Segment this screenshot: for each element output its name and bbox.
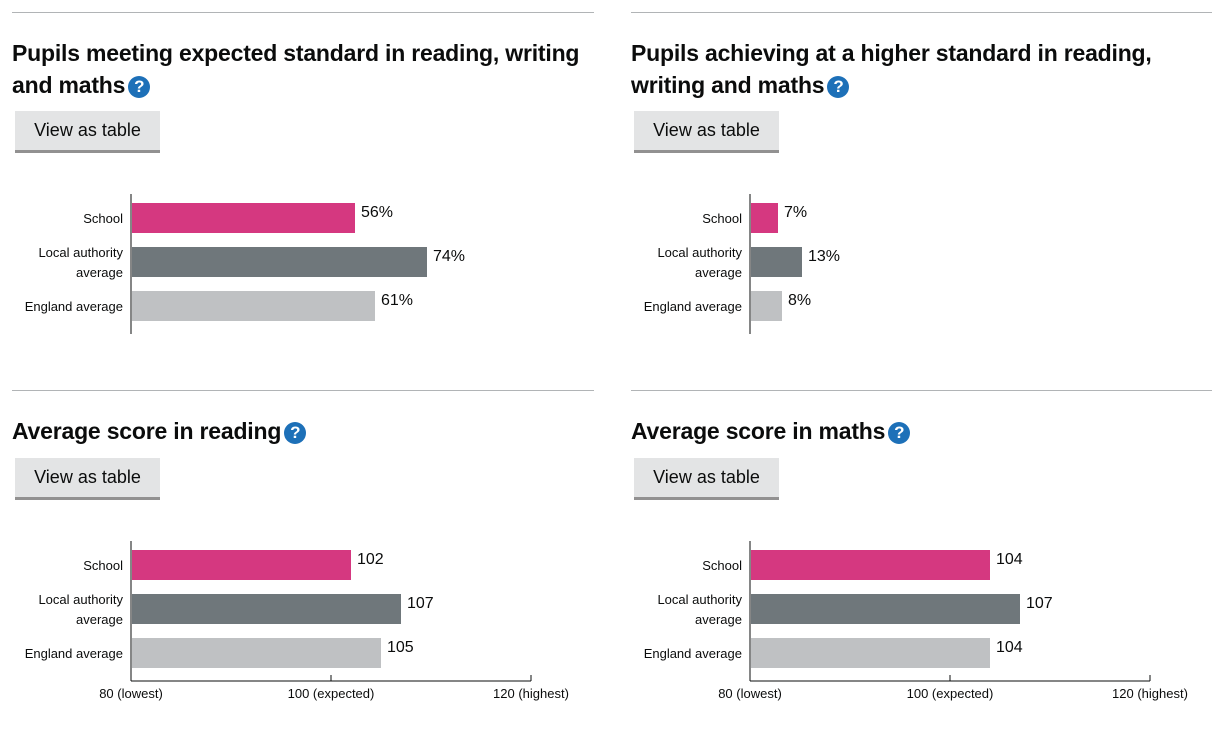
bar-chart: 56% School 74% Local authority average 61% Eng… bbox=[25, 194, 465, 334]
category-label-school: School bbox=[83, 558, 123, 573]
category-label-school: School bbox=[702, 211, 742, 226]
x-tick-label: 100 (expected) bbox=[907, 686, 994, 701]
value-label-england: 104 bbox=[996, 639, 1023, 656]
category-label-local-authority: average bbox=[76, 612, 123, 627]
category-label-local-authority: Local authority bbox=[38, 592, 123, 607]
bar-england bbox=[132, 291, 375, 321]
category-label-local-authority: Local authority bbox=[657, 245, 742, 260]
section-divider bbox=[12, 12, 594, 13]
category-label-school: School bbox=[83, 211, 123, 226]
bar-school bbox=[751, 550, 990, 580]
help-icon[interactable]: ? bbox=[284, 422, 307, 444]
bar-england bbox=[132, 638, 381, 668]
bar-school bbox=[132, 550, 351, 580]
x-tick-label: 80 (lowest) bbox=[99, 686, 163, 701]
view-as-table-button[interactable]: View as table bbox=[15, 458, 160, 500]
x-tick-label: 100 (expected) bbox=[288, 686, 375, 701]
x-tick-label: 120 (highest) bbox=[1112, 686, 1188, 701]
section-divider bbox=[631, 12, 1212, 13]
help-icon[interactable]: ? bbox=[827, 76, 850, 98]
value-label-england: 105 bbox=[387, 639, 414, 656]
value-label-school: 7% bbox=[784, 204, 807, 221]
view-as-table-button[interactable]: View as table bbox=[15, 111, 160, 153]
bar-england bbox=[751, 291, 782, 321]
value-label-local-authority: 107 bbox=[1026, 595, 1053, 612]
bar-england bbox=[751, 638, 990, 668]
value-label-local-authority: 107 bbox=[407, 595, 434, 612]
panel-title: Average score in reading? bbox=[12, 415, 587, 447]
view-as-table-button[interactable]: View as table bbox=[634, 111, 779, 153]
bar-chart: 104 School 107 Local authority average 104 Eng… bbox=[644, 541, 1188, 701]
category-label-local-authority: average bbox=[76, 265, 123, 280]
bar-local-authority bbox=[132, 247, 427, 277]
category-label-local-authority: Local authority bbox=[38, 245, 123, 260]
panel-title: Pupils meeting expected standard in read… bbox=[12, 40, 580, 98]
category-label-school: School bbox=[702, 558, 742, 573]
value-label-england: 8% bbox=[788, 292, 811, 309]
value-label-local-authority: 13% bbox=[808, 248, 840, 265]
category-label-england: England average bbox=[644, 299, 742, 314]
bar-chart: 102 School 107 Local authority average 105 Eng… bbox=[25, 541, 569, 701]
panel-title: Pupils achieving at a higher standard in… bbox=[631, 40, 1152, 98]
bar-local-authority bbox=[751, 594, 1020, 624]
category-label-local-authority: average bbox=[695, 265, 742, 280]
bar-local-authority bbox=[132, 594, 401, 624]
x-tick-label: 80 (lowest) bbox=[718, 686, 782, 701]
bar-chart: 7% School 13% Local authority average 8% Engla… bbox=[644, 194, 840, 334]
category-label-england: England average bbox=[25, 646, 123, 661]
help-icon[interactable]: ? bbox=[128, 76, 151, 98]
section-divider bbox=[12, 390, 594, 391]
bar-school bbox=[132, 203, 355, 233]
panel-title: Average score in maths? bbox=[631, 415, 1206, 447]
value-label-school: 104 bbox=[996, 551, 1023, 568]
help-icon[interactable]: ? bbox=[888, 422, 911, 444]
x-tick-label: 120 (highest) bbox=[493, 686, 569, 701]
value-label-local-authority: 74% bbox=[433, 248, 465, 265]
value-label-school: 102 bbox=[357, 551, 384, 568]
bar-local-authority bbox=[751, 247, 802, 277]
bar-school bbox=[751, 203, 778, 233]
section-divider bbox=[631, 390, 1212, 391]
category-label-local-authority: average bbox=[695, 612, 742, 627]
category-label-england: England average bbox=[25, 299, 123, 314]
value-label-england: 61% bbox=[381, 292, 413, 309]
value-label-school: 56% bbox=[361, 204, 393, 221]
category-label-local-authority: Local authority bbox=[657, 592, 742, 607]
category-label-england: England average bbox=[644, 646, 742, 661]
view-as-table-button[interactable]: View as table bbox=[634, 458, 779, 500]
